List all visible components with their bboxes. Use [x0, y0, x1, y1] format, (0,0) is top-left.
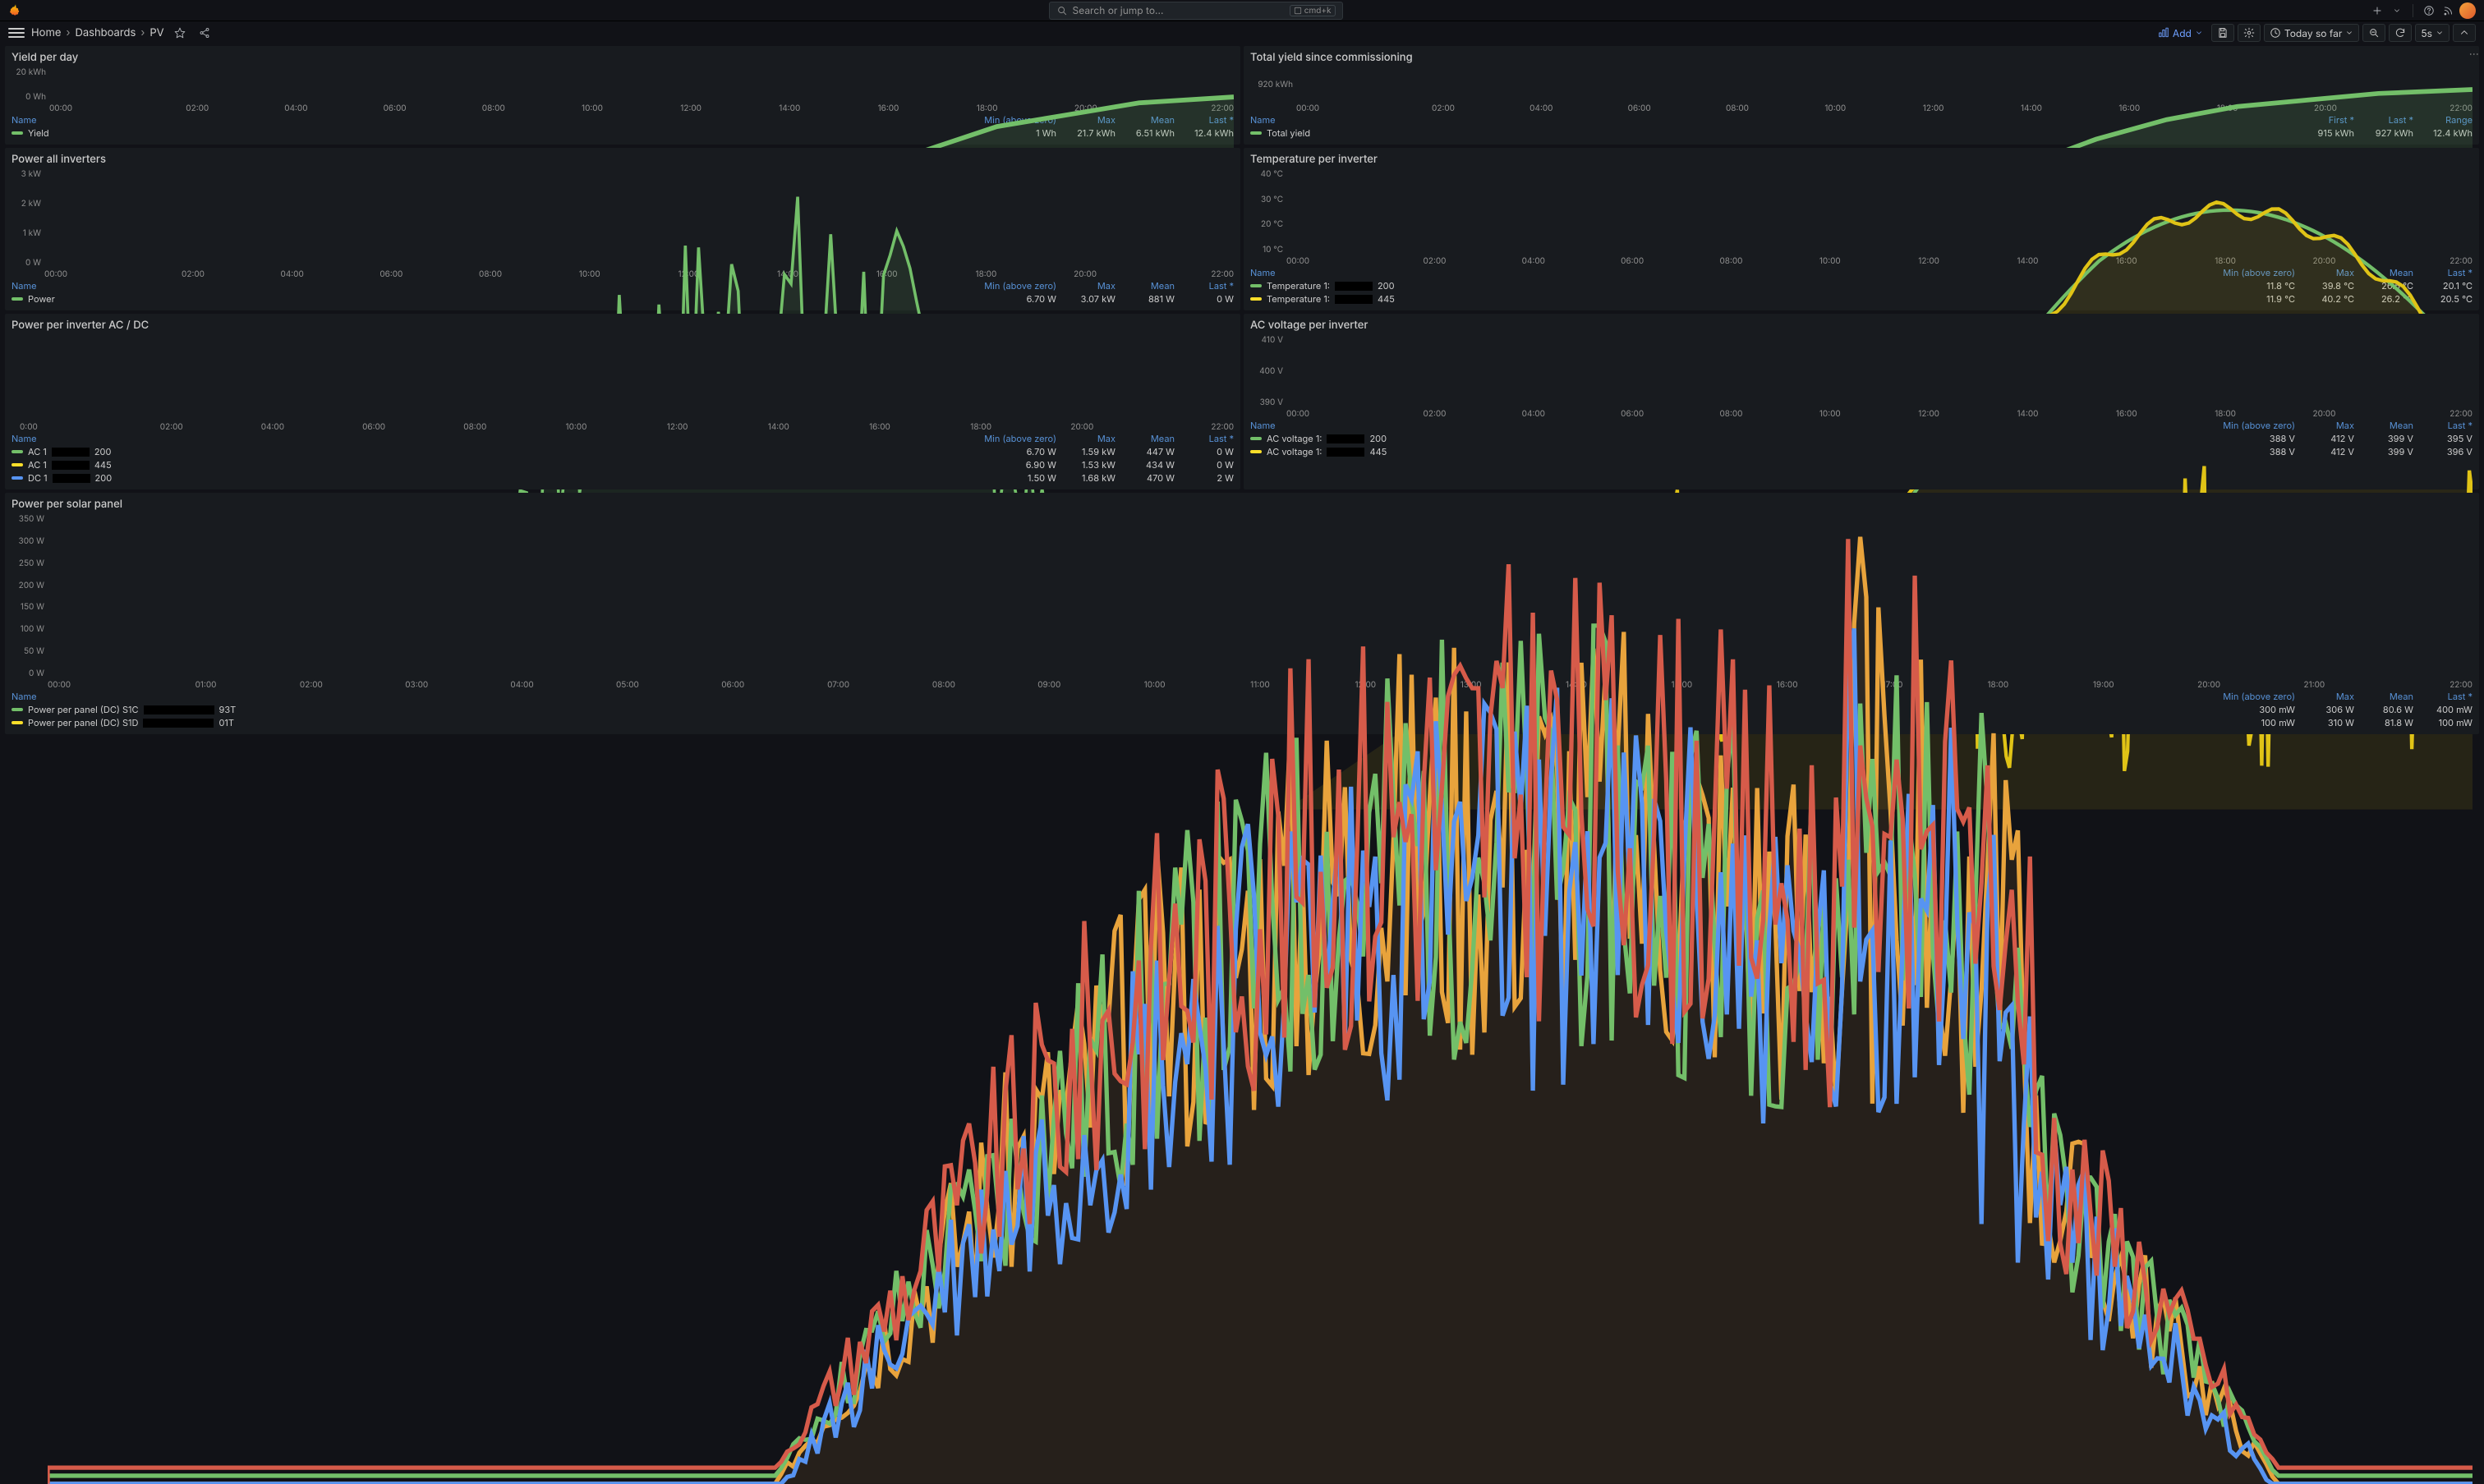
news-button[interactable] [2440, 2, 2458, 20]
kiosk-button[interactable] [2453, 24, 2476, 42]
panel-ac-voltage: AC voltage per inverter 410 V 400 V 390 … [1244, 314, 2479, 489]
panel-power-per-panel: Power per solar panel 350 W 300 W 250 W … [5, 493, 2479, 734]
y-axis: 920 kWh [1250, 67, 1296, 102]
search-placeholder: Search or jump to... [1073, 4, 1164, 16]
panel-title[interactable]: Yield per day [12, 49, 1234, 67]
chart-area[interactable] [20, 335, 1234, 420]
chart-area[interactable] [1286, 169, 2472, 255]
panel-power-per-inverter: Power per inverter AC / DC 0:0002:0004:0… [5, 314, 1240, 489]
panel-yield-per-day: Yield per day 20 kWh 0 Wh 00:0002:0004:0… [5, 46, 1240, 145]
time-picker-button[interactable]: Today so far [2264, 24, 2359, 42]
grafana-logo-icon[interactable] [8, 3, 23, 18]
search-shortcut: cmd+k [1290, 5, 1336, 16]
help-button[interactable] [2420, 2, 2438, 20]
panel-temperature: Temperature per inverter 40 °C 30 °C 20 … [1244, 148, 2479, 310]
star-button[interactable] [171, 24, 189, 42]
chart-area[interactable] [1296, 67, 2472, 102]
panel-title[interactable]: Temperature per inverter [1250, 151, 2472, 169]
chart-area[interactable] [48, 514, 2472, 678]
y-axis: 3 kW 2 kW 1 kW 0 W [12, 169, 44, 268]
y-axis: 350 W 300 W 250 W 200 W 150 W 100 W 50 W… [12, 514, 48, 678]
new-menu-chevron[interactable] [2388, 2, 2406, 20]
breadcrumb-dashboards[interactable]: Dashboards [75, 26, 136, 39]
add-panel-button[interactable]: Add [2153, 24, 2208, 42]
y-axis: 410 V 400 V 390 V [1250, 335, 1286, 407]
panel-title[interactable]: Power all inverters [12, 151, 1234, 169]
panel-title[interactable]: AC voltage per inverter [1250, 317, 2472, 335]
menu-toggle-button[interactable] [8, 25, 25, 41]
global-search[interactable]: Search or jump to... cmd+k [1049, 2, 1343, 20]
chart-area[interactable] [49, 67, 1234, 102]
dashboard-nav: Home › Dashboards › PV Add Today so far … [0, 21, 2484, 44]
chart-area[interactable] [44, 169, 1234, 268]
panel-title[interactable]: Power per solar panel [12, 496, 2472, 514]
chart-area[interactable] [1286, 335, 2472, 407]
global-nav: Search or jump to... cmd+k [0, 0, 2484, 21]
panel-title[interactable]: Power per inverter AC / DC [12, 317, 1234, 335]
breadcrumb-current[interactable]: PV [150, 26, 163, 39]
panel-title[interactable]: Total yield since commissioning [1250, 49, 2472, 67]
user-avatar[interactable] [2459, 2, 2476, 19]
breadcrumb-home[interactable]: Home [31, 26, 61, 39]
panel-total-yield: ⋮ Total yield since commissioning 920 kW… [1244, 46, 2479, 145]
dashboard-settings-button[interactable] [2238, 24, 2261, 42]
refresh-button[interactable] [2389, 24, 2412, 42]
panel-power-all: Power all inverters 3 kW 2 kW 1 kW 0 W 0… [5, 148, 1240, 310]
y-axis: 40 °C 30 °C 20 °C 10 °C [1250, 169, 1286, 255]
y-axis: 20 kWh 0 Wh [12, 67, 49, 102]
breadcrumb: Home › Dashboards › PV [31, 26, 164, 39]
new-menu-button[interactable] [2368, 2, 2386, 20]
search-icon [1056, 5, 1068, 16]
save-dashboard-button[interactable] [2211, 24, 2234, 42]
panel-menu-button[interactable]: ⋮ [2468, 49, 2481, 59]
refresh-interval-picker[interactable]: 5s [2415, 24, 2450, 42]
share-button[interactable] [196, 24, 214, 42]
zoom-out-button[interactable] [2362, 24, 2385, 42]
